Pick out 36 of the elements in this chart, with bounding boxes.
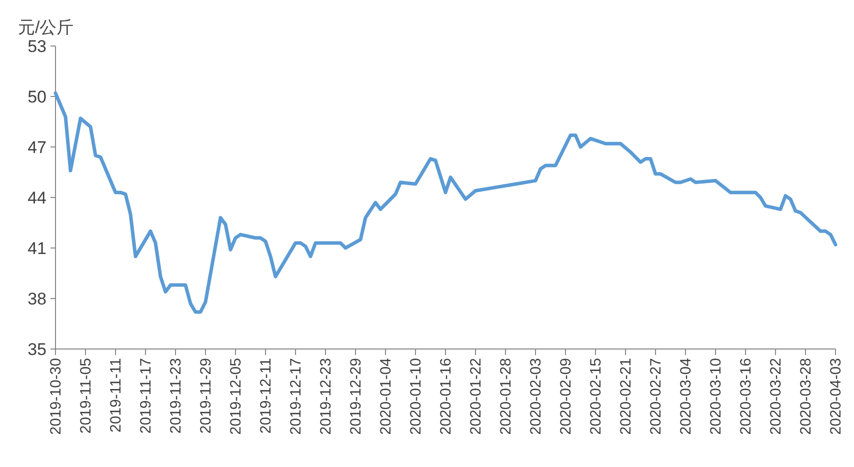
x-tick-label: 2020-03-04: [678, 358, 694, 435]
x-tick-label: 2019-11-11: [108, 358, 124, 433]
x-tick-label: 2020-02-27: [648, 358, 664, 435]
x-tick-label: 2020-02-03: [528, 358, 544, 435]
y-tick-label: 47: [28, 138, 46, 157]
x-tick-label: 2020-01-04: [378, 358, 394, 435]
x-tick-label: 2020-01-16: [438, 358, 454, 435]
x-tick-label: 2020-01-28: [498, 358, 514, 435]
y-tick-label: 38: [28, 290, 46, 308]
x-tick-label: 2020-04-03: [828, 358, 844, 435]
x-tick-label: 2020-01-10: [408, 358, 424, 435]
x-tick-label: 2019-12-11: [258, 358, 274, 434]
y-tick-label: 53: [28, 37, 46, 56]
x-tick-label: 2019-12-23: [318, 358, 334, 435]
x-tick-label: 2020-02-15: [588, 358, 604, 435]
x-tick-label: 2020-02-21: [618, 358, 634, 435]
x-tick-label: 2020-03-16: [738, 358, 754, 435]
y-tick-label: 44: [28, 188, 46, 208]
line-series: [54, 91, 838, 314]
x-tick-label: 2020-01-22: [468, 358, 484, 435]
x-tick-label: 2019-11-05: [78, 358, 94, 434]
x-tick-label: 2020-02-09: [558, 358, 574, 435]
y-tick-label: 50: [28, 88, 46, 106]
x-tick-label: 2020-03-10: [708, 358, 724, 435]
x-tick-label: 2019-12-17: [288, 358, 304, 435]
x-tick-label: 2019-12-29: [348, 358, 364, 435]
x-tick-label: 2019-11-29: [198, 358, 214, 434]
y-axis-title: 元/公斤: [18, 18, 74, 37]
x-tick-label: 2019-10-30: [48, 358, 64, 435]
x-tick-label: 2019-11-23: [168, 358, 184, 434]
y-tick-label: 35: [28, 340, 46, 359]
x-tick-label: 2019-11-17: [138, 358, 154, 434]
x-tick-label: 2019-12-05: [228, 358, 244, 435]
x-tick-label: 2020-03-28: [798, 358, 814, 435]
y-tick-label: 41: [28, 239, 46, 258]
x-tick-label: 2020-03-22: [768, 358, 784, 435]
